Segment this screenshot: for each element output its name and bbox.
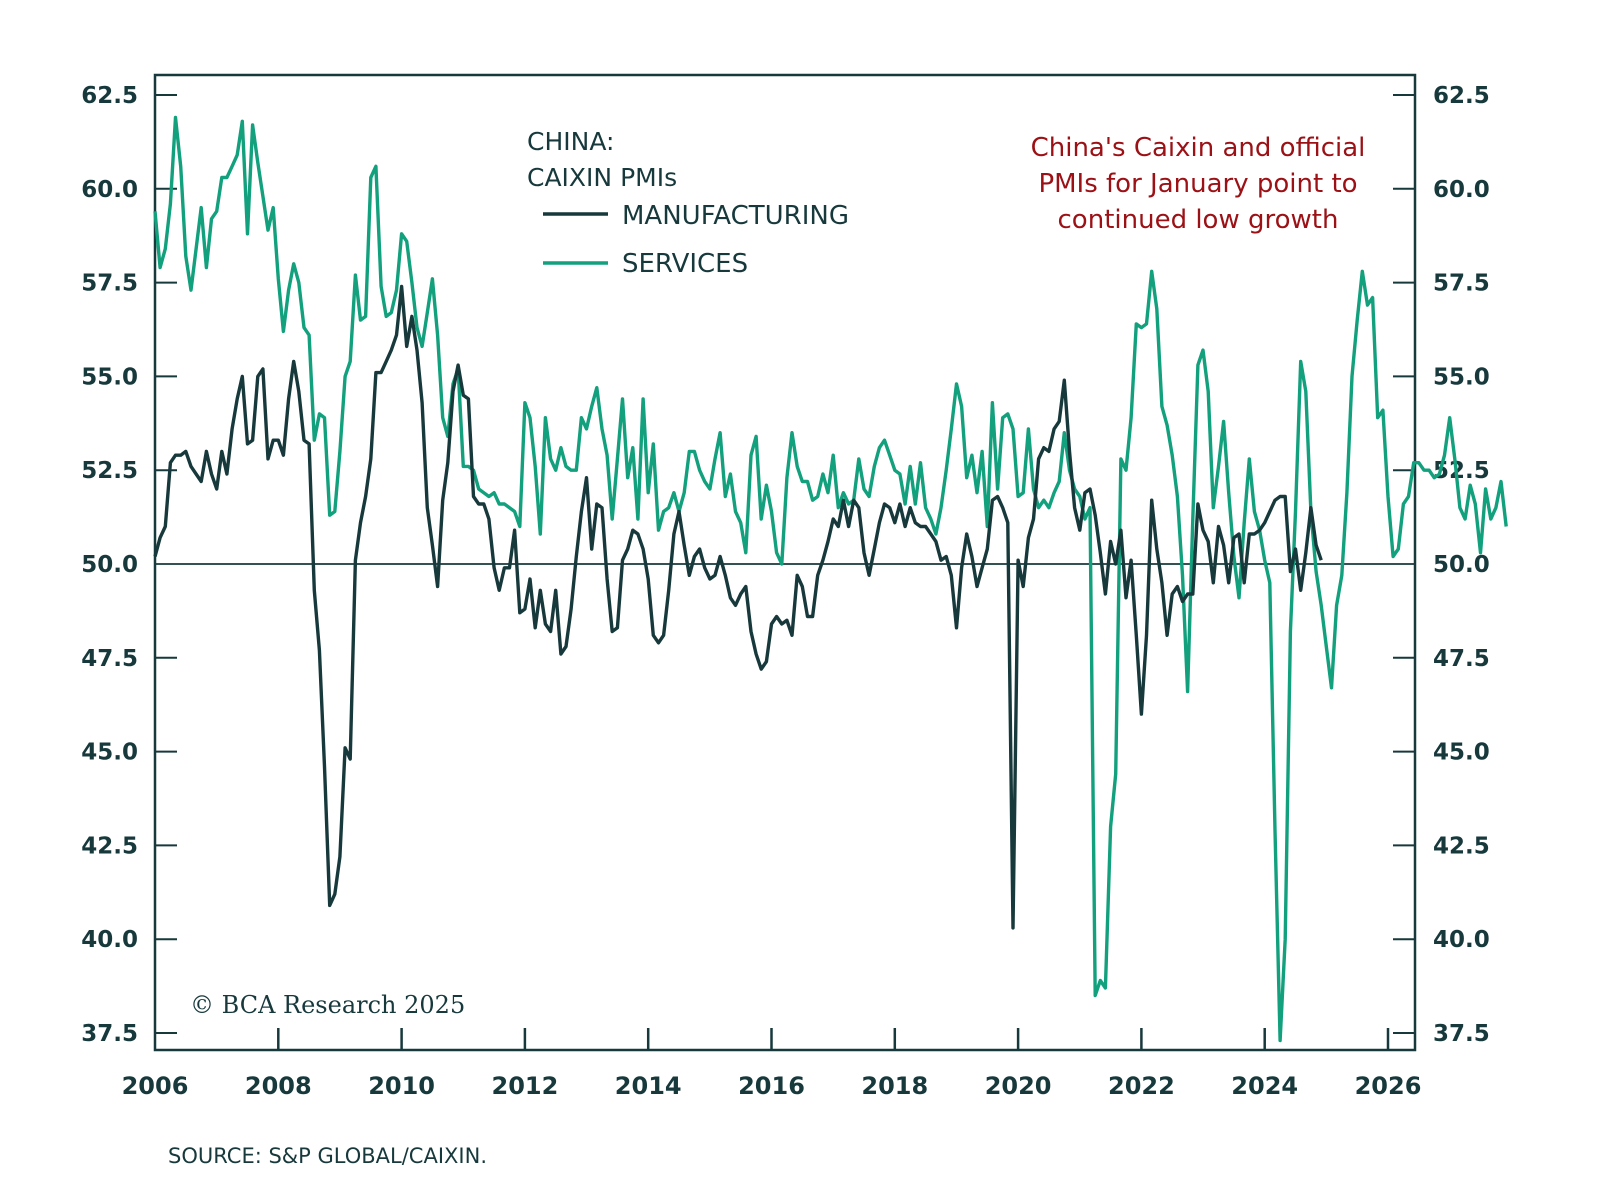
legend-label-services: SERVICES bbox=[622, 249, 748, 279]
legend: CHINA: CAIXIN PMIs MANUFACTURING SERVICE… bbox=[527, 127, 849, 279]
x-tick-label: 2022 bbox=[1108, 1072, 1175, 1100]
x-tick-label: 2016 bbox=[738, 1072, 805, 1100]
y-tick-label-left: 62.5 bbox=[81, 83, 138, 109]
x-tick-label: 2020 bbox=[985, 1072, 1052, 1100]
x-tick-label: 2024 bbox=[1231, 1072, 1298, 1100]
y-tick-label-left: 50.0 bbox=[81, 552, 138, 578]
x-tick-label: 2006 bbox=[122, 1072, 189, 1100]
chart-title-line-1: CHINA: bbox=[527, 127, 614, 156]
y-tick-label-left: 47.5 bbox=[81, 646, 138, 672]
y-tick-label-left: 42.5 bbox=[81, 833, 138, 859]
y-axis-right: 37.540.042.545.047.550.052.555.057.560.0… bbox=[1393, 83, 1490, 1047]
annotation-line-3: continued low growth bbox=[1058, 205, 1339, 235]
x-tick-label: 2010 bbox=[368, 1072, 435, 1100]
copyright-notice: © BCA Research 2025 bbox=[190, 991, 465, 1019]
annotation-line-2: PMIs for January point to bbox=[1038, 169, 1357, 199]
y-tick-label-left: 45.0 bbox=[81, 740, 138, 766]
x-tick-label: 2014 bbox=[615, 1072, 682, 1100]
chart-title-line-2: CAIXIN PMIs bbox=[527, 163, 677, 192]
y-tick-label-right: 40.0 bbox=[1433, 927, 1490, 953]
y-tick-label-left: 55.0 bbox=[81, 364, 138, 390]
x-tick-label: 2012 bbox=[492, 1072, 559, 1100]
y-tick-label-right: 47.5 bbox=[1433, 646, 1490, 672]
x-tick-label: 2018 bbox=[861, 1072, 928, 1100]
annotation-line-1: China's Caixin and official bbox=[1031, 133, 1366, 163]
y-tick-label-right: 62.5 bbox=[1433, 83, 1490, 109]
y-tick-label-left: 37.5 bbox=[81, 1021, 138, 1047]
y-tick-label-right: 37.5 bbox=[1433, 1021, 1490, 1047]
annotation: China's Caixin and official PMIs for Jan… bbox=[1031, 133, 1366, 235]
y-tick-label-right: 45.0 bbox=[1433, 740, 1490, 766]
y-tick-label-right: 60.0 bbox=[1433, 177, 1490, 203]
y-tick-label-left: 60.0 bbox=[81, 177, 138, 203]
source-note: SOURCE: S&P GLOBAL/CAIXIN. bbox=[168, 1144, 487, 1168]
series-line-services bbox=[153, 115, 1508, 1043]
y-axis-left: 37.5 40.0 42.5 45.0 47.5 50.0 52.5 55.0 57.5 60.0… bbox=[81, 83, 177, 1047]
y-tick-label-left: 40.0 bbox=[81, 927, 138, 953]
y-tick-label-right: 57.5 bbox=[1433, 271, 1490, 297]
series-line-manufacturing bbox=[153, 284, 1323, 930]
y-tick-label-left: 52.5 bbox=[81, 458, 138, 484]
y-tick-label-right: 55.0 bbox=[1433, 364, 1490, 390]
x-axis: 2006 2008 2010 2012 2014 2016 2018 2020 2022 2024… bbox=[122, 1028, 1422, 1100]
x-tick-label: 2008 bbox=[245, 1072, 312, 1100]
legend-label-manufacturing: MANUFACTURING bbox=[622, 201, 849, 231]
y-tick-label-right: 50.0 bbox=[1433, 552, 1490, 578]
y-tick-label-left: 57.5 bbox=[81, 271, 138, 297]
x-tick-label: 2026 bbox=[1355, 1072, 1422, 1100]
y-tick-label-right: 42.5 bbox=[1433, 833, 1490, 859]
plot-frame bbox=[153, 73, 1417, 1052]
